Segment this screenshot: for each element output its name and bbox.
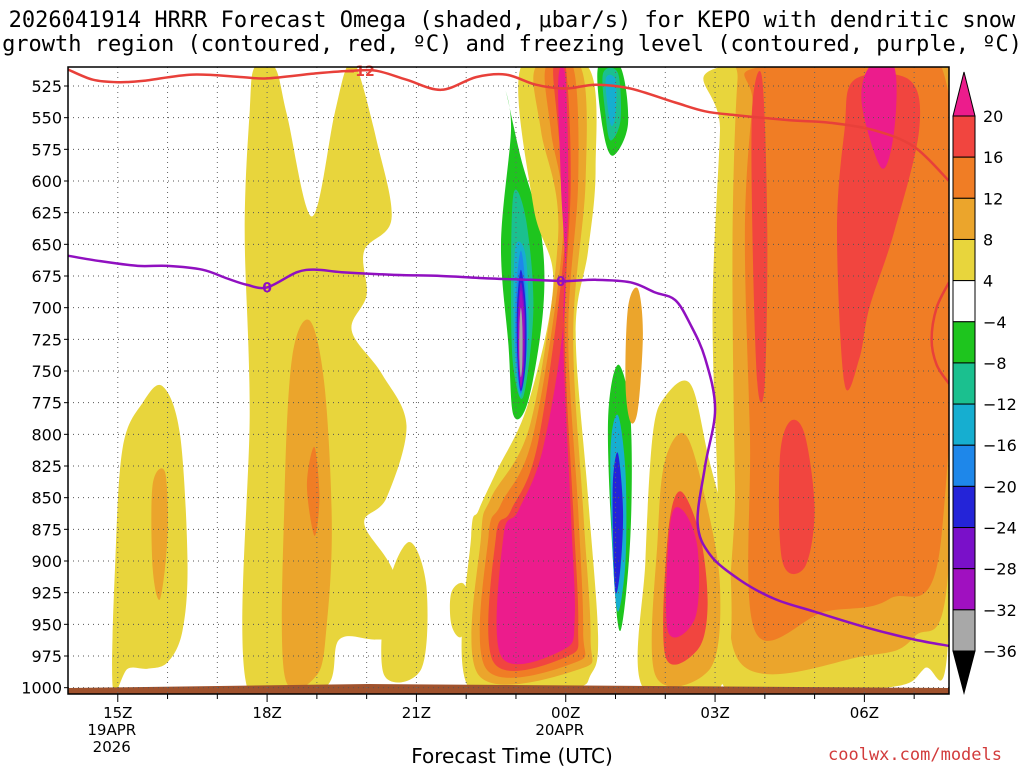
contour-lines: −12 0 0 (68, 64, 949, 648)
colorbar-label: −16 (983, 436, 1017, 455)
contour-dendritic-12C (68, 68, 949, 182)
colorbar-bin (952, 527, 976, 570)
y-tick-label: 825 (31, 457, 62, 476)
colorbar-bin (952, 568, 976, 611)
x-tick-label: 03Z (700, 704, 729, 722)
colorbar-bin (952, 403, 976, 446)
colorbar-label: −36 (983, 642, 1017, 661)
axes: 525 550 575 600 625 650 675 700 725 750 775 800 825 8… (21, 66, 950, 756)
plot-frame (67, 66, 950, 695)
colorbar-bin (952, 321, 976, 364)
x-tick-label: 06Z (850, 704, 879, 722)
colorbar-bin (952, 280, 976, 323)
y-tick-label: 975 (31, 647, 62, 666)
omega-shade-orange-east-16c (837, 73, 921, 391)
y-tick-label: 900 (31, 552, 62, 571)
omega-shade-orange-mid-right (625, 287, 643, 424)
colorbar-bin (952, 156, 976, 199)
omega-shade-yellow-tall-inner (281, 319, 332, 691)
contour-group (68, 68, 949, 648)
contour-freezing-0C (68, 254, 949, 648)
colorbar-bin (952, 485, 976, 529)
colorbar-bin (952, 197, 976, 240)
colorbar-bin (952, 362, 976, 405)
colorbar-label: 16 (983, 148, 1003, 167)
y-tick-label: 525 (31, 77, 62, 96)
chart-title-line-1: 2026041914 HRRR Forecast Omega (shaded, … (8, 8, 1016, 33)
omega-shade-orange-east-16 (778, 419, 815, 575)
contour-label-0C: 0 (262, 280, 272, 296)
omega-shade-pink-center-20 (496, 67, 575, 665)
x-tick-label: 15Z (103, 704, 132, 722)
y-tick-label: 600 (31, 172, 62, 191)
colorbar: 20 16 12 8 4 −4 −8 −12 −16 −20 −24 −28 −32 −36 (952, 71, 1017, 695)
colorbar-bin (952, 115, 976, 158)
omega-shade-blue-upper (605, 74, 617, 127)
omega-shade-black-main (519, 307, 523, 378)
omega-shade-green-lower (408, 401, 488, 557)
contour-label-0C-b: 0 (556, 275, 565, 290)
y-tick-label: 800 (31, 425, 62, 444)
omega-shade-orange-east-16b (751, 71, 768, 403)
colorbar-label: −32 (983, 601, 1017, 620)
grid (68, 67, 949, 694)
colorbar-label: −8 (983, 354, 1007, 373)
contour-dendritic-12C-tail (930, 281, 949, 385)
y-tick-label: 875 (31, 520, 62, 539)
y-tick-label: 625 (31, 204, 62, 223)
contour-label-12C: −12 (344, 64, 375, 80)
y-tick-label: 775 (31, 394, 62, 413)
colorbar-bin (952, 444, 976, 487)
colorbar-label: −20 (983, 477, 1017, 496)
x-axis-title: Forecast Time (UTC) (411, 744, 613, 768)
omega-shade-yellow-tall-core (306, 446, 320, 536)
colorbar-bottom-arrow (952, 650, 976, 695)
y-tick-label: 1000 (21, 679, 62, 698)
x-tick-label: 21Z (402, 704, 431, 722)
y-tick-label: 675 (31, 267, 62, 286)
x-tick-date: 19APR (87, 721, 136, 739)
colorbar-label: 20 (983, 107, 1003, 126)
credit-text: coolwx.com/models (828, 745, 1002, 765)
colorbar-label: −12 (983, 395, 1017, 414)
y-tick-label: 725 (31, 330, 62, 349)
colorbar-label: −24 (983, 519, 1017, 538)
omega-shade-yellow-west-inner (151, 468, 168, 600)
plot-area (68, 67, 949, 694)
colorbar-label: 4 (983, 272, 993, 291)
omega-shade-pink-lower-right-20 (666, 507, 700, 638)
x-tick-year: 2026 (93, 738, 131, 756)
y-tick-label: 750 (31, 362, 62, 381)
colorbar-label: −4 (983, 313, 1007, 332)
x-tick-date: 20APR (535, 721, 584, 739)
omega-shade-green-streak (212, 350, 221, 458)
x-tick-label: 18Z (252, 704, 281, 722)
omega-shade-yellow-west (112, 384, 188, 693)
colorbar-bin (952, 609, 976, 652)
colorbar-label: 8 (983, 230, 993, 249)
y-tick-label: 650 (31, 235, 62, 254)
y-tick-label: 700 (31, 299, 62, 318)
y-tick-label: 925 (31, 584, 62, 603)
y-tick-label: 950 (31, 615, 62, 634)
terrain-band (68, 684, 949, 694)
y-tick-label: 550 (31, 109, 62, 128)
shaded-omega (68, 67, 949, 694)
omega-shade-orange-east-20 (861, 67, 897, 169)
y-tick-label: 850 (31, 489, 62, 508)
y-tick-label: 575 (31, 140, 62, 159)
colorbar-top-arrow (952, 71, 976, 117)
colorbar-label: −28 (983, 560, 1017, 579)
chart-title-line-2: growth region (contoured, red, ºC) and f… (2, 32, 1022, 57)
colorbar-bin (952, 238, 976, 282)
x-tick-label: 00Z (551, 704, 580, 722)
colorbar-label: 12 (983, 189, 1003, 208)
